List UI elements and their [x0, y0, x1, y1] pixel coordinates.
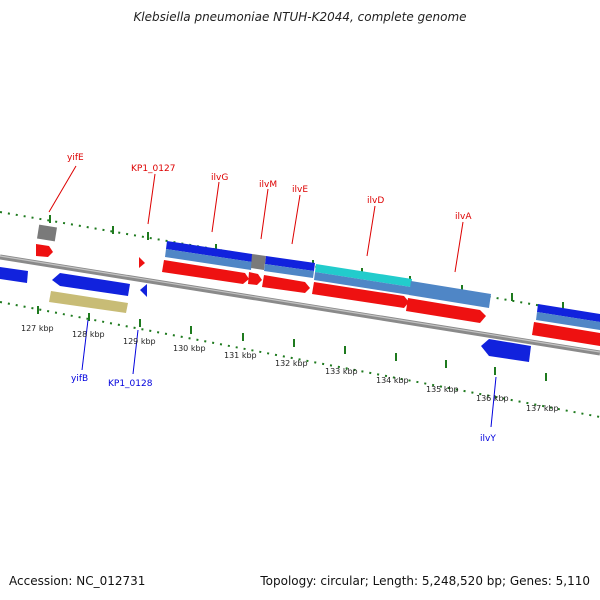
bottom-label-leaders — [81, 319, 497, 428]
feature-KP1_0128-arrow[interactable] — [140, 284, 147, 297]
lower-tick-track — [0, 301, 600, 418]
feature-left-edge-blue[interactable] — [0, 267, 28, 283]
scale-label: 136 kbp — [476, 394, 509, 403]
genome-backbone-highlight — [0, 255, 600, 353]
scale-label: 129 kbp — [123, 337, 156, 346]
scale-label: 130 kbp — [173, 344, 206, 353]
scale-label: 127 kbp — [21, 324, 54, 333]
feature-ilvY-arrow[interactable] — [481, 339, 531, 362]
gene-labels-top: yifE KP1_0127 ilvG ilvM ilvE ilvD ilvA — [67, 153, 472, 222]
feature-ilvE-mrna[interactable] — [264, 264, 314, 278]
gene-label-yifE[interactable]: yifE — [67, 153, 84, 163]
feature-ilvG-mrna[interactable] — [165, 249, 252, 270]
feature-right-mrna[interactable] — [536, 312, 600, 330]
feature-gray-block[interactable] — [37, 224, 57, 242]
feature-ilvE-gene[interactable] — [262, 275, 310, 293]
scale-label: 128 kbp — [72, 330, 105, 339]
gene-label-ilvA[interactable]: ilvA — [455, 212, 472, 222]
feature-right-gene[interactable] — [532, 322, 600, 346]
feature-KP1_0127-arrow[interactable] — [139, 257, 145, 268]
genome-title: Klebsiella pneumoniae NTUH-K2044, comple… — [133, 10, 467, 24]
scale-label: 133 kbp — [325, 367, 358, 376]
feature-yifB-block[interactable] — [49, 291, 128, 313]
feature-yifE-arrow[interactable] — [36, 244, 53, 257]
scale-labels: 127 kbp 128 kbp 129 kbp 130 kbp 131 kbp … — [21, 324, 559, 413]
top-label-leaders — [48, 165, 464, 273]
scale-label: 132 kbp — [275, 359, 308, 368]
scale-label: 134 kbp — [376, 376, 409, 385]
feature-ilvE-cds-blue[interactable] — [265, 256, 315, 271]
gene-label-KP1_0128[interactable]: KP1_0128 — [108, 379, 153, 389]
genome-backbone — [0, 254, 600, 356]
gene-label-ilvG[interactable]: ilvG — [211, 173, 228, 183]
genome-summary-text: Topology: circular; Length: 5,248,520 bp… — [260, 574, 590, 588]
feature-ilvD-mrna[interactable] — [314, 272, 411, 295]
feature-ilvM-gene[interactable] — [248, 272, 262, 285]
gene-label-ilvD[interactable]: ilvD — [367, 196, 384, 206]
feature-yifB-arrow[interactable] — [52, 273, 130, 296]
gene-label-ilvM[interactable]: ilvM — [259, 180, 277, 190]
scale-label: 137 kbp — [526, 404, 559, 413]
feature-ilvA-mrna[interactable] — [409, 281, 491, 308]
lower-major-ticks — [37, 306, 547, 381]
scale-label: 135 kbp — [426, 385, 459, 394]
feature-ilvG-gene[interactable] — [162, 260, 249, 284]
feature-ilvD-gene[interactable] — [312, 282, 409, 308]
forward-features — [0, 224, 600, 346]
accession-text: Accession: NC_012731 — [9, 574, 146, 588]
gene-labels-bottom: yifB KP1_0128 ilvY — [71, 374, 496, 444]
feature-ilvD-cds-cyan[interactable] — [315, 264, 412, 287]
feature-ilvA-gene[interactable] — [406, 298, 486, 323]
gene-label-ilvE[interactable]: ilvE — [292, 185, 308, 195]
scale-label: 131 kbp — [224, 351, 257, 360]
feature-ilvM-gray[interactable] — [251, 254, 266, 270]
feature-right-cds-blue[interactable] — [537, 304, 600, 322]
feature-ilvG-cds-blue[interactable] — [166, 241, 252, 262]
gene-label-yifB[interactable]: yifB — [71, 374, 88, 384]
gene-label-ilvY[interactable]: ilvY — [480, 434, 496, 444]
reverse-features — [49, 273, 531, 362]
gene-label-KP1_0127[interactable]: KP1_0127 — [131, 164, 175, 174]
